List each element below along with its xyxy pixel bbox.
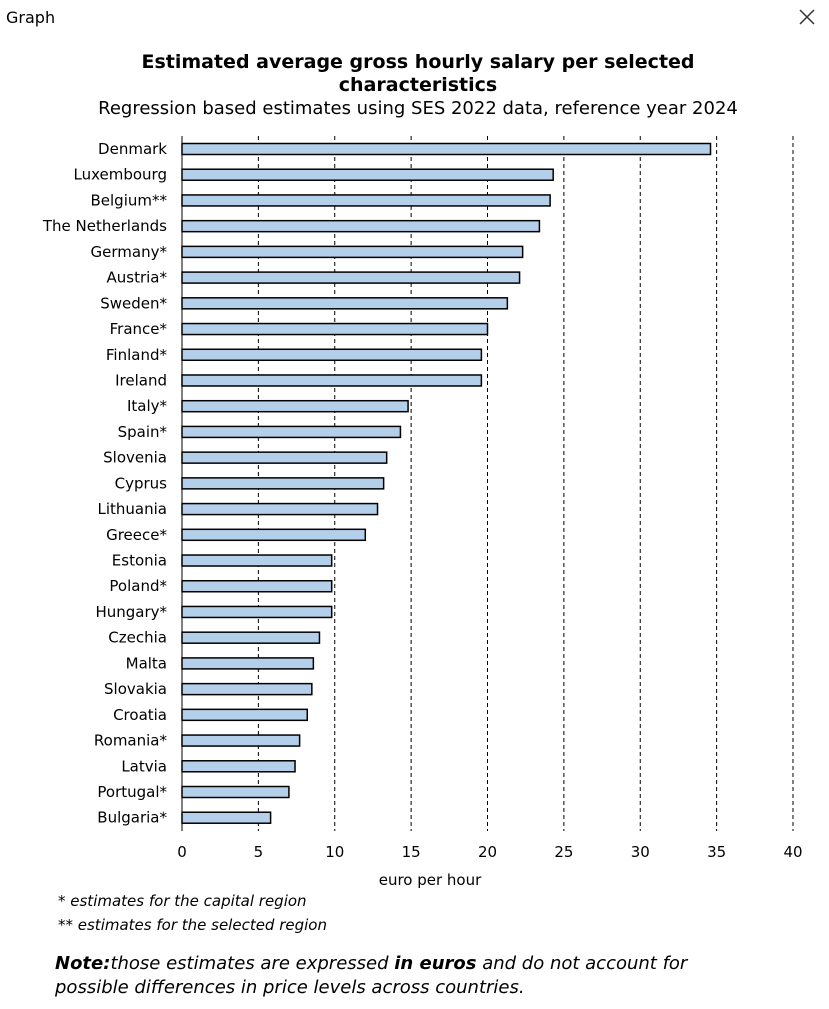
bar [181,271,521,284]
note-emphasis: in euros [394,953,477,974]
note: Note:those estimates are expressed in eu… [55,952,695,1000]
bar [181,811,272,824]
category-label: Croatia [113,706,167,724]
bars [181,142,712,824]
bar [181,785,290,799]
x-tick-label: 35 [707,843,726,861]
bar [181,682,313,696]
bar [181,579,333,593]
category-label: Slovenia [103,449,167,467]
category-label: Cyprus [115,474,168,492]
bar [181,297,509,310]
bar [181,322,489,336]
x-axis-label: euro per hour [379,871,482,889]
footnote-capital: * estimates for the capital region [58,892,307,910]
bar [181,554,333,567]
category-label: Sweden* [100,294,167,312]
category-label: Poland* [109,577,167,595]
category-label: Austria* [107,269,168,287]
bar [181,477,385,490]
category-label: The Netherlands [42,217,167,235]
bar [181,425,402,439]
category-label: Latvia [121,757,167,775]
category-label: Bulgaria* [97,809,167,827]
category-label: Portugal* [97,783,167,801]
x-tick-label: 15 [402,843,421,861]
x-tick-label: 10 [325,843,344,861]
category-label: Malta [126,654,167,672]
category-label: Greece* [106,526,167,544]
category-label: Lithuania [98,500,167,518]
bar [181,657,315,670]
chart-title: Estimated average gross hourly salary pe… [141,51,695,96]
category-label: Hungary* [95,603,167,621]
bar [181,451,388,464]
category-label: Slovakia [104,680,167,698]
category-label: Ireland [115,371,167,389]
x-tick-label: 25 [554,843,573,861]
x-tick-label: 20 [478,843,497,861]
bar [181,502,379,516]
bar [181,708,309,722]
category-label: France* [110,320,168,338]
bar [181,168,554,181]
category-label: Luxembourg [74,166,168,184]
bar [181,605,333,619]
note-text-before: those estimates are expressed [110,953,395,974]
bar [181,528,367,542]
category-label: Czechia [108,629,167,647]
x-tick-label: 5 [254,843,264,861]
x-tick-label: 40 [783,843,802,861]
x-tick-label: 0 [177,843,187,861]
bar [181,374,483,387]
bar [181,142,712,156]
bar [181,194,551,207]
close-button[interactable] [794,4,820,30]
bar [181,245,524,259]
category-labels: Denmark Luxembourg Belgium** The Netherland… [42,140,168,827]
note-text-after: and do not account for possible differen… [55,953,688,998]
window-title: Graph [6,8,56,27]
close-icon[interactable] [794,4,820,30]
bar [181,760,296,773]
bar [181,348,483,362]
bar [181,734,301,747]
chart-subtitle: Regression based estimates using SES 202… [98,98,738,119]
footnote-selected: ** estimates for the selected region [58,916,327,934]
category-label: Spain* [118,423,168,441]
bar [181,631,321,644]
category-label: Germany* [91,243,168,261]
bar-chart: Denmark Luxembourg Belgium** The Netherland… [42,136,803,889]
category-label: Finland* [106,346,168,364]
category-label: Romania* [94,732,168,750]
x-tick-labels: 0 5 10 15 20 25 30 35 40 [177,843,802,861]
category-label: Denmark [98,140,167,158]
bar [181,219,541,233]
category-label: Italy* [127,397,168,415]
bar [181,399,409,413]
category-label: Belgium** [91,191,168,209]
category-label: Estonia [112,552,167,570]
note-label: Note: [55,953,111,974]
x-tick-label: 30 [631,843,650,861]
